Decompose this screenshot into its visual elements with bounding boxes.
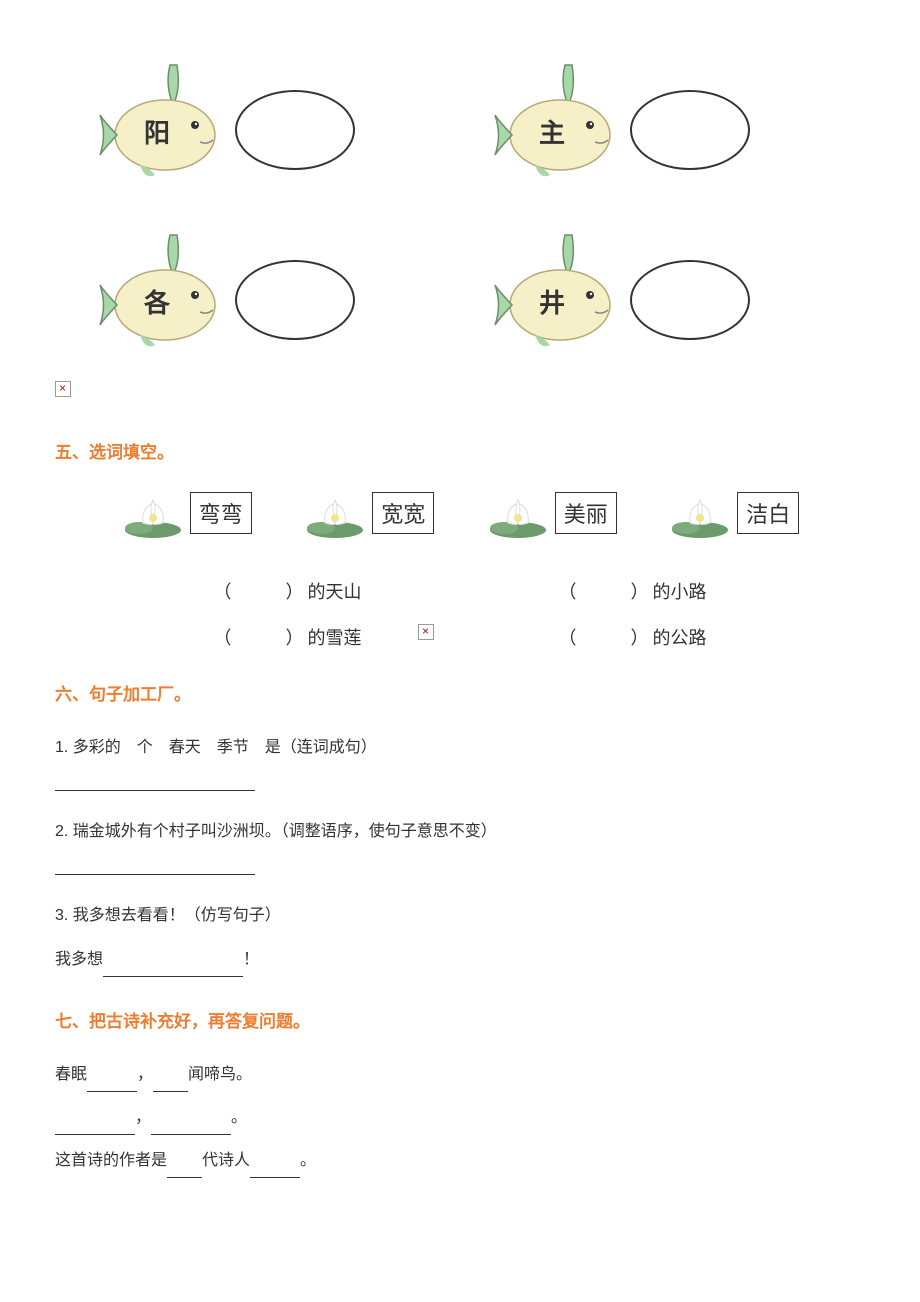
fill-blank-item: （ ）的公路 — [559, 624, 707, 650]
answer-blank[interactable] — [153, 1074, 188, 1092]
fish-exercise-grid: 阳 主 各 — [55, 60, 865, 370]
question-3: 3. 我多想去看看！（仿写句子） — [55, 898, 865, 933]
fish-item: 主 — [490, 60, 865, 200]
fish-icon: 各 — [95, 230, 245, 370]
blank-suffix: 的公路 — [653, 624, 707, 650]
answer-blank[interactable] — [250, 1160, 300, 1178]
poem-comma: ， — [137, 1066, 153, 1083]
fill-blank-item: （ ）的雪莲 — [214, 624, 362, 650]
question-1: 1. 多彩的 个 春天 季节 是（连词成句） — [55, 730, 865, 765]
author-mid: 代诗人 — [202, 1152, 250, 1169]
fish-icon: 井 — [490, 230, 640, 370]
answer-blank[interactable] — [167, 1160, 202, 1178]
word-label: 美丽 — [555, 492, 617, 534]
poem-period: 。 — [231, 1109, 247, 1126]
fish-item: 阳 — [95, 60, 470, 200]
broken-image-icon — [55, 381, 71, 397]
fish-char-label: 各 — [143, 288, 171, 318]
paren-open: （ ） — [214, 624, 304, 650]
blank-suffix: 的天山 — [308, 578, 362, 604]
word-item: 弯弯 — [121, 488, 252, 538]
fish-icon: 阳 — [95, 60, 245, 200]
author-prefix: 这首诗的作者是 — [55, 1152, 167, 1169]
word-item: 宽宽 — [303, 488, 434, 538]
word-item: 洁白 — [668, 488, 799, 538]
poem-prefix: 春眠 — [55, 1066, 87, 1083]
word-label: 弯弯 — [190, 492, 252, 534]
q3-suffix: ！ — [243, 951, 259, 968]
answer-line[interactable] — [55, 773, 255, 791]
word-label: 宽宽 — [372, 492, 434, 534]
section7-heading: 七、把古诗补充好，再答复问题。 — [55, 1007, 865, 1032]
fish-char-label: 井 — [539, 288, 565, 318]
blank-suffix: 的雪莲 — [308, 624, 362, 650]
lotus-icon — [668, 488, 733, 538]
fill-blank-row: （ ）的天山 （ ）的小路 — [55, 578, 865, 604]
author-end: 。 — [300, 1152, 316, 1169]
section5-heading: 五、选词填空。 — [55, 438, 865, 463]
answer-blank[interactable] — [87, 1074, 137, 1092]
q3-prefix: 我多想 — [55, 951, 103, 968]
author-question: 这首诗的作者是 代诗人 。 — [55, 1143, 865, 1178]
question-2: 2. 瑞金城外有个村子叫沙洲坝。（调整语序，使句子意思不变） — [55, 814, 865, 849]
paren-open: （ ） — [559, 578, 649, 604]
fish-char-label: 阳 — [144, 118, 170, 148]
poem-line-1: 春眠 ， 闻啼鸟。 — [55, 1057, 865, 1092]
fish-item: 井 — [490, 230, 865, 370]
answer-bubble[interactable] — [630, 260, 750, 340]
fill-blank-item: （ ）的小路 — [559, 578, 707, 604]
fish-char-label: 主 — [539, 118, 565, 148]
section6-heading: 六、句子加工厂。 — [55, 680, 865, 705]
answer-blank[interactable] — [151, 1117, 231, 1135]
lotus-icon — [303, 488, 368, 538]
word-label: 洁白 — [737, 492, 799, 534]
fish-icon: 主 — [490, 60, 640, 200]
blank-suffix: 的小路 — [653, 578, 707, 604]
answer-bubble[interactable] — [235, 90, 355, 170]
lotus-icon — [121, 488, 186, 538]
lotus-icon — [486, 488, 551, 538]
poem-comma: ， — [135, 1109, 151, 1126]
answer-blank[interactable] — [103, 959, 243, 977]
fill-blank-row: （ ）的雪莲 （ ）的公路 — [55, 624, 865, 650]
fish-item: 各 — [95, 230, 470, 370]
fill-blank-item: （ ）的天山 — [214, 578, 362, 604]
poem-line-2: ，。 — [55, 1100, 865, 1135]
answer-bubble[interactable] — [630, 90, 750, 170]
word-bank: 弯弯 宽宽 美丽 洁白 — [55, 488, 865, 538]
paren-open: （ ） — [559, 624, 649, 650]
word-item: 美丽 — [486, 488, 617, 538]
question-3-fill: 我多想 ！ — [55, 942, 865, 977]
answer-blank[interactable] — [55, 1117, 135, 1135]
broken-image-icon — [418, 624, 434, 640]
answer-line[interactable] — [55, 857, 255, 875]
paren-open: （ ） — [214, 578, 304, 604]
poem-suffix: 闻啼鸟。 — [188, 1066, 252, 1083]
answer-bubble[interactable] — [235, 260, 355, 340]
